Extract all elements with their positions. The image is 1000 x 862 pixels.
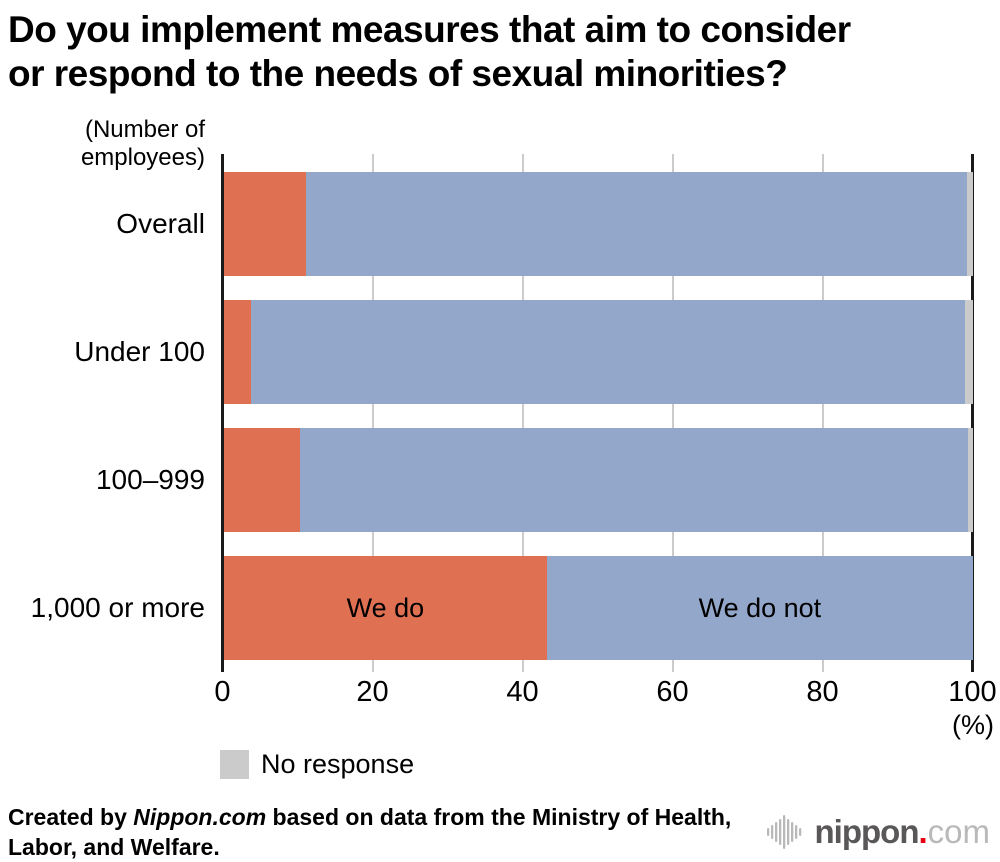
- legend-label-no-response: No response: [261, 749, 415, 779]
- category-label-0: Overall: [116, 208, 205, 239]
- segment-no-response: [965, 300, 973, 404]
- stacked-bar-1: [224, 300, 973, 404]
- axis-line-100: [971, 154, 974, 672]
- credit-prefix: Created by: [8, 804, 134, 830]
- bar-row-3: 1,000 or more We do We do not: [0, 556, 1000, 660]
- plot-area: Overall Under 100 100–999 1,000 or more We d…: [0, 154, 1000, 672]
- x-tick-label-0: 0: [214, 676, 231, 708]
- segment-we-do: We do: [224, 556, 547, 660]
- legend: No response: [220, 749, 414, 780]
- logo-text-com: com: [927, 813, 990, 850]
- stacked-bar-3: We do We do not: [224, 556, 973, 660]
- segment-we-do-not: We do not: [546, 556, 973, 660]
- y-axis-unit-line-2: employees): [80, 144, 205, 171]
- segment-we-do-not: [299, 428, 969, 532]
- axis-line-0: [221, 154, 224, 672]
- segment-no-response: [967, 172, 973, 276]
- category-label-1: Under 100: [74, 336, 205, 367]
- chart-title: Do you implement measures that aim to co…: [8, 8, 993, 96]
- credit-source-name: Nippon.com: [133, 804, 267, 830]
- source-credit: Created by Nippon.com based on data from…: [8, 802, 748, 862]
- gridline-80: [821, 154, 824, 672]
- x-tick-label-60: 60: [656, 676, 689, 708]
- segment-we-do: [224, 172, 306, 276]
- category-label-2: 100–999: [95, 464, 205, 495]
- x-tick-label-100: 100: [948, 676, 997, 708]
- x-tick-label-40: 40: [506, 676, 539, 708]
- chart-title-line-2: or respond to the needs of sexual minori…: [8, 53, 788, 94]
- segment-we-do: [224, 428, 300, 532]
- bar-row-1: Under 100: [0, 300, 1000, 404]
- y-axis-unit-label: (Number of employees): [0, 116, 205, 172]
- gridline-20: [371, 154, 374, 672]
- x-axis-tick-labels: 0 20 40 60 80 100: [0, 676, 1000, 708]
- x-tick-label-20: 20: [356, 676, 389, 708]
- credit-suffix: based on data from the Ministry of Healt…: [8, 804, 732, 860]
- x-axis-unit-label: (%): [952, 710, 994, 740]
- segment-we-do-not: [250, 300, 966, 404]
- soundwave-icon: [766, 815, 801, 849]
- bar-row-2: 100–999: [0, 428, 1000, 532]
- logo-text-nippon: nippon: [814, 813, 920, 850]
- stacked-bar-2: [224, 428, 973, 532]
- segment-no-response: [968, 428, 973, 532]
- in-bar-label: We do: [346, 592, 425, 623]
- legend-swatch-no-response: [220, 750, 249, 779]
- segment-we-do-not: [305, 172, 967, 276]
- stacked-bar-0: [224, 172, 973, 276]
- y-axis-unit-line-1: (Number of: [84, 116, 205, 143]
- bar-row-0: Overall: [0, 172, 1000, 276]
- nippon-com-logo: nippon. com: [763, 808, 990, 856]
- chart-title-line-1: Do you implement measures that aim to co…: [8, 9, 851, 50]
- x-tick-label-80: 80: [806, 676, 839, 708]
- logo-red-dot: .: [918, 813, 928, 850]
- category-label-3: 1,000 or more: [30, 592, 205, 623]
- gridline-40: [521, 154, 524, 672]
- gridline-60: [671, 154, 674, 672]
- segment-we-do: [224, 300, 251, 404]
- in-bar-label: We do not: [698, 592, 822, 623]
